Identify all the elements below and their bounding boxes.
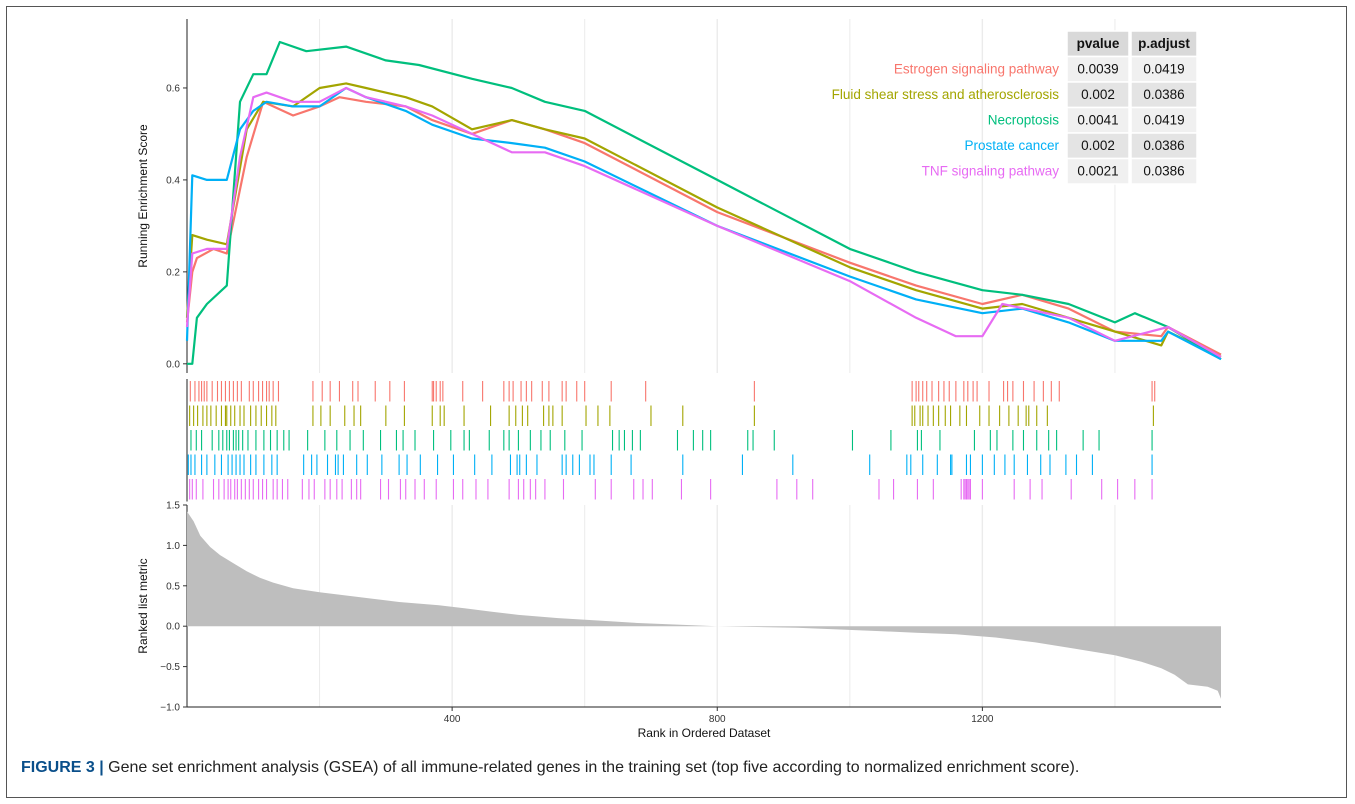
y-axis-title-es: Running Enrichment Score (136, 124, 150, 268)
padjust-cell: 0.0386 (1143, 87, 1184, 102)
table-cell (1066, 132, 1130, 160)
y-axis-title-metric: Ranked list metric (136, 558, 150, 653)
metric-tick-label: 1.5 (166, 501, 180, 512)
series-layer (185, 40, 1222, 365)
es-tick-label: 0.0 (166, 359, 180, 370)
metric-tick-label: −0.5 (160, 662, 180, 673)
pvalue-cell: 0.002 (1081, 87, 1115, 102)
table-row-label: TNF signaling pathway (922, 164, 1060, 179)
padjust-cell: 0.0386 (1143, 164, 1184, 179)
pvalue-cell: 0.0021 (1077, 164, 1118, 179)
es-tick-label: 0.6 (166, 83, 180, 94)
enrichment-table: pvalue p.adjust Estrogen signaling pathway… (832, 30, 1198, 185)
es-tick-label: 0.4 (166, 175, 180, 186)
metric-tick-label: −1.0 (160, 703, 180, 714)
x-tick-label: 400 (444, 714, 461, 725)
table-cell (1066, 157, 1130, 185)
grid-layer (319, 19, 1116, 707)
table-cell (1066, 106, 1130, 134)
pvalue-cell: 0.0039 (1077, 62, 1118, 77)
table-cell (1130, 157, 1198, 185)
ranked-metric-layer (187, 511, 1221, 699)
hit-rug-layer (187, 381, 1156, 500)
caption-label: FIGURE 3 | (21, 759, 104, 776)
x-tick-label: 1200 (971, 714, 994, 725)
table-header-p.adjust: p.adjust (1138, 36, 1190, 51)
table-cell (1130, 106, 1198, 134)
padjust-cell: 0.0386 (1143, 138, 1184, 153)
table-row-label: Necroptosis (988, 113, 1060, 128)
table-row-label: Estrogen signaling pathway (894, 62, 1059, 77)
figure-panel: 0.0 0.2 0.4 0.6 1.5 1.0 0.5 0.0 −0.5 −1.0 400 800 12… (6, 6, 1347, 798)
table-cell (1066, 81, 1130, 109)
table-row-label: Fluid shear stress and atherosclerosis (832, 87, 1060, 102)
ranked-metric-area (187, 511, 1221, 699)
padjust-cell: 0.0419 (1143, 113, 1184, 128)
es-line-prostate-cancer (185, 86, 1222, 361)
gsea-chart: 0.0 0.2 0.4 0.6 1.5 1.0 0.5 0.0 −0.5 −1.0 400 800 12… (136, 19, 1222, 740)
es-line-tnf-signaling-pathway (185, 86, 1222, 358)
table-header-pvalue: pvalue (1077, 36, 1120, 51)
metric-tick-label: 0.5 (166, 581, 180, 592)
metric-tick-label: 0.0 (166, 622, 180, 633)
table-cell (1130, 132, 1198, 160)
table-header-cell (1130, 30, 1198, 58)
table-row-label: Prostate cancer (964, 138, 1059, 153)
table-header-cell (1066, 30, 1130, 58)
figure-caption: FIGURE 3 | Gene set enrichment analysis … (21, 759, 1341, 777)
metric-tick-label: 1.0 (166, 541, 180, 552)
x-tick-label: 800 (709, 714, 726, 725)
es-tick-label: 0.2 (166, 267, 180, 278)
pvalue-cell: 0.0041 (1077, 113, 1118, 128)
x-axis-title: Rank in Ordered Dataset (638, 726, 771, 740)
table-cell (1066, 55, 1130, 83)
padjust-cell: 0.0419 (1143, 62, 1184, 77)
table-cell (1130, 55, 1198, 83)
caption-text: Gene set enrichment analysis (GSEA) of a… (103, 759, 1080, 776)
pvalue-cell: 0.002 (1081, 138, 1115, 153)
